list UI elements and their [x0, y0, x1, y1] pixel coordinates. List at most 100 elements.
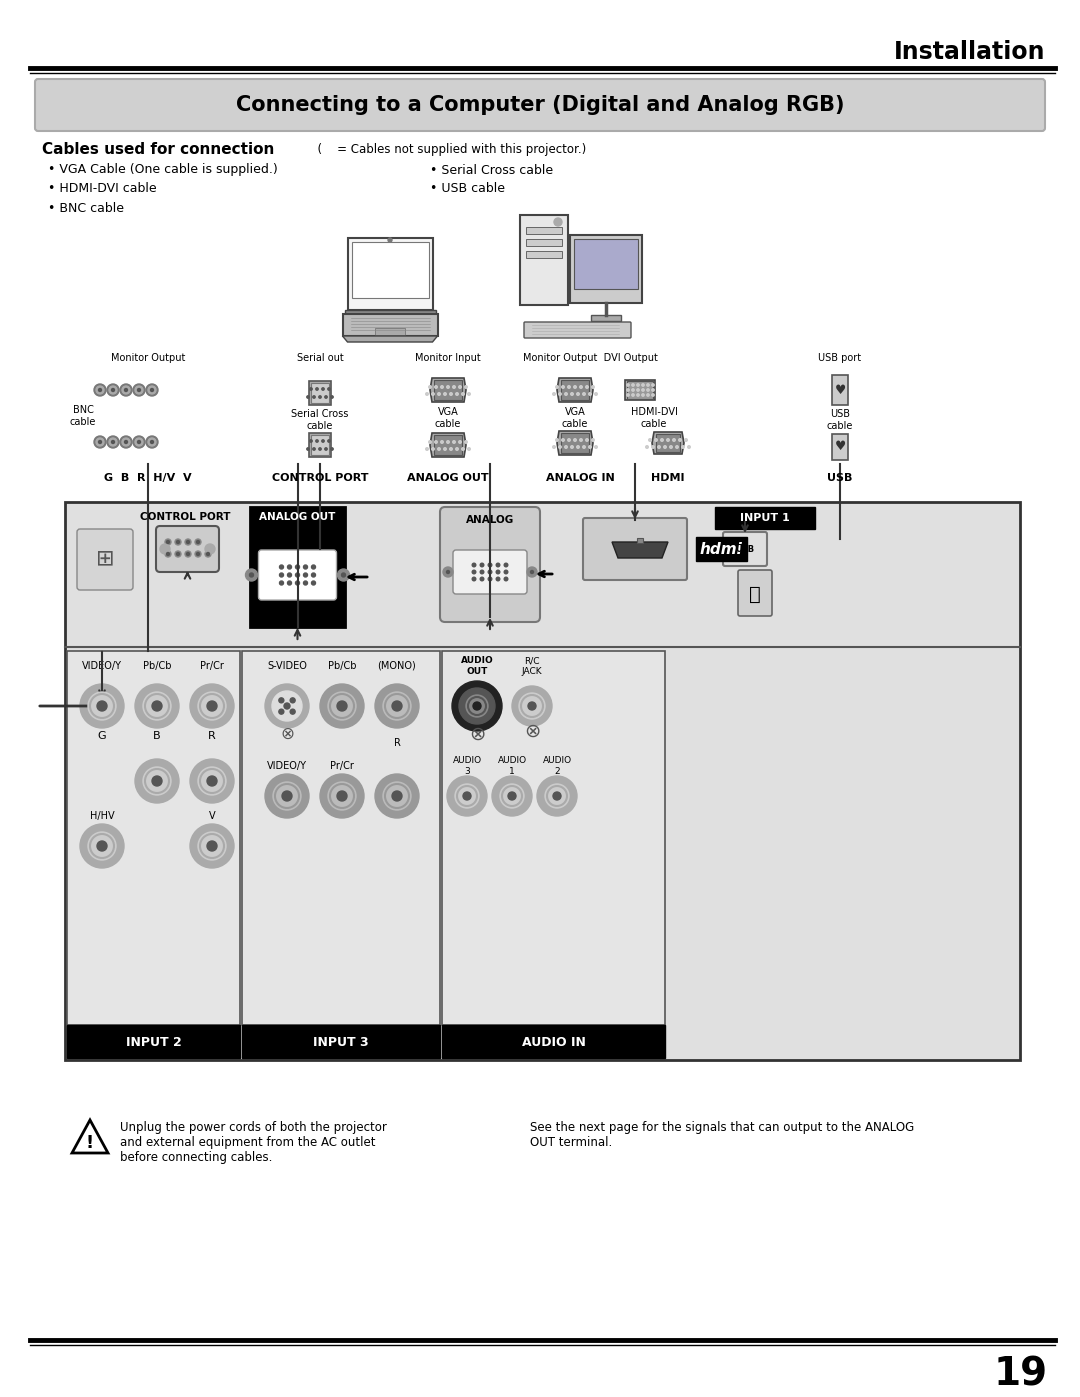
Circle shape — [537, 775, 577, 816]
Circle shape — [190, 759, 234, 803]
Circle shape — [580, 386, 582, 388]
Text: ANALOG: ANALOG — [465, 515, 514, 525]
Circle shape — [303, 564, 308, 569]
Circle shape — [449, 447, 453, 450]
Text: 19: 19 — [994, 1356, 1048, 1394]
FancyBboxPatch shape — [434, 380, 462, 400]
Circle shape — [592, 386, 594, 388]
Text: VIDEO/Y: VIDEO/Y — [267, 761, 307, 771]
Circle shape — [296, 564, 299, 569]
Circle shape — [504, 570, 508, 574]
Text: USB
cable: USB cable — [827, 409, 853, 430]
Bar — [242, 1025, 440, 1058]
Circle shape — [528, 703, 536, 710]
Circle shape — [272, 692, 302, 721]
FancyBboxPatch shape — [519, 215, 568, 305]
Circle shape — [337, 569, 350, 581]
Circle shape — [205, 543, 215, 555]
Circle shape — [160, 543, 170, 555]
Circle shape — [296, 573, 299, 577]
Circle shape — [632, 394, 634, 397]
Polygon shape — [612, 542, 669, 557]
Circle shape — [585, 439, 589, 441]
Text: HDMI: HDMI — [651, 474, 685, 483]
Text: V: V — [208, 812, 215, 821]
Circle shape — [647, 384, 649, 386]
Circle shape — [187, 552, 189, 556]
Circle shape — [111, 388, 114, 391]
Circle shape — [462, 393, 464, 395]
Circle shape — [464, 440, 468, 443]
Circle shape — [303, 573, 308, 577]
Circle shape — [383, 692, 411, 719]
Circle shape — [553, 446, 555, 448]
Text: See the next page for the signals that can output to the ANALOG
OUT terminal.: See the next page for the signals that c… — [530, 1120, 915, 1148]
FancyBboxPatch shape — [583, 518, 687, 580]
Bar — [242, 651, 440, 1025]
Circle shape — [107, 436, 119, 448]
Text: Pb/Cb: Pb/Cb — [327, 661, 356, 671]
Circle shape — [133, 384, 145, 395]
Circle shape — [688, 446, 690, 448]
Circle shape — [500, 784, 524, 807]
FancyBboxPatch shape — [656, 434, 680, 453]
Circle shape — [553, 792, 561, 800]
Circle shape — [468, 393, 470, 395]
Text: ANALOG OUT: ANALOG OUT — [407, 474, 489, 483]
Circle shape — [152, 701, 162, 711]
Circle shape — [124, 388, 127, 391]
Circle shape — [530, 570, 534, 574]
Circle shape — [444, 447, 446, 450]
Circle shape — [652, 388, 654, 391]
Bar — [591, 314, 621, 321]
Circle shape — [565, 446, 567, 448]
Circle shape — [580, 439, 582, 441]
Circle shape — [328, 782, 356, 810]
Text: Pr/Cr: Pr/Cr — [330, 761, 354, 771]
Circle shape — [206, 552, 210, 556]
Circle shape — [426, 447, 429, 450]
Polygon shape — [309, 381, 330, 405]
Text: AUDIO
1: AUDIO 1 — [498, 756, 527, 775]
Circle shape — [280, 573, 283, 577]
Text: CONTROL PORT: CONTROL PORT — [272, 474, 368, 483]
Circle shape — [432, 447, 434, 450]
Text: VIDEO/Y: VIDEO/Y — [82, 661, 122, 671]
Circle shape — [195, 539, 201, 545]
Circle shape — [632, 388, 634, 391]
FancyBboxPatch shape — [440, 507, 540, 622]
Circle shape — [554, 218, 562, 226]
Text: !: ! — [86, 1134, 94, 1153]
Circle shape — [97, 841, 107, 851]
Circle shape — [545, 784, 569, 807]
Circle shape — [447, 775, 487, 816]
Text: R: R — [393, 738, 401, 747]
FancyBboxPatch shape — [434, 434, 462, 455]
Circle shape — [388, 237, 392, 242]
Circle shape — [328, 388, 330, 390]
Circle shape — [165, 550, 171, 557]
Text: R: R — [208, 731, 216, 740]
Circle shape — [562, 386, 564, 388]
Circle shape — [437, 447, 441, 450]
FancyBboxPatch shape — [723, 532, 767, 566]
Circle shape — [455, 784, 480, 807]
Circle shape — [444, 393, 446, 395]
Circle shape — [280, 581, 283, 585]
Circle shape — [583, 446, 585, 448]
Bar — [526, 226, 562, 235]
Circle shape — [392, 791, 402, 800]
Bar — [345, 310, 435, 314]
Circle shape — [426, 393, 429, 395]
Text: B: B — [153, 731, 161, 740]
Polygon shape — [557, 379, 593, 402]
Text: S-VIDEO: S-VIDEO — [267, 661, 307, 671]
Text: CONTROL PORT: CONTROL PORT — [139, 511, 230, 522]
Circle shape — [135, 439, 143, 446]
Text: ⊗: ⊗ — [280, 725, 294, 743]
Text: Serial out: Serial out — [297, 353, 343, 363]
Circle shape — [666, 439, 670, 441]
Polygon shape — [72, 1120, 108, 1153]
Bar — [249, 507, 345, 627]
Circle shape — [291, 710, 295, 714]
